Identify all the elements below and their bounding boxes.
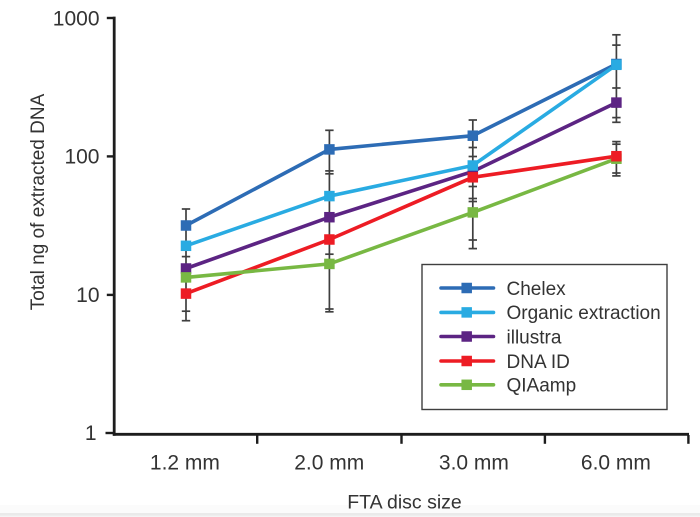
svg-text:6.0 mm: 6.0 mm bbox=[581, 451, 651, 474]
svg-text:Chelex: Chelex bbox=[507, 279, 567, 300]
svg-text:1: 1 bbox=[85, 422, 97, 445]
svg-text:QIAamp: QIAamp bbox=[507, 376, 577, 397]
svg-text:1.2 mm: 1.2 mm bbox=[150, 451, 220, 474]
svg-text:FTA disc size: FTA disc size bbox=[347, 492, 462, 514]
svg-text:2.0 mm: 2.0 mm bbox=[294, 451, 364, 474]
svg-text:Total ng of extracted DNA: Total ng of extracted DNA bbox=[28, 93, 49, 310]
svg-text:10: 10 bbox=[76, 284, 99, 307]
svg-text:3.0 mm: 3.0 mm bbox=[439, 451, 509, 474]
svg-text:DNA ID: DNA ID bbox=[507, 352, 570, 373]
svg-text:illustra: illustra bbox=[507, 327, 562, 348]
svg-text:Organic extraction: Organic extraction bbox=[507, 303, 661, 324]
svg-text:1000: 1000 bbox=[53, 8, 100, 31]
svg-text:100: 100 bbox=[64, 146, 99, 169]
